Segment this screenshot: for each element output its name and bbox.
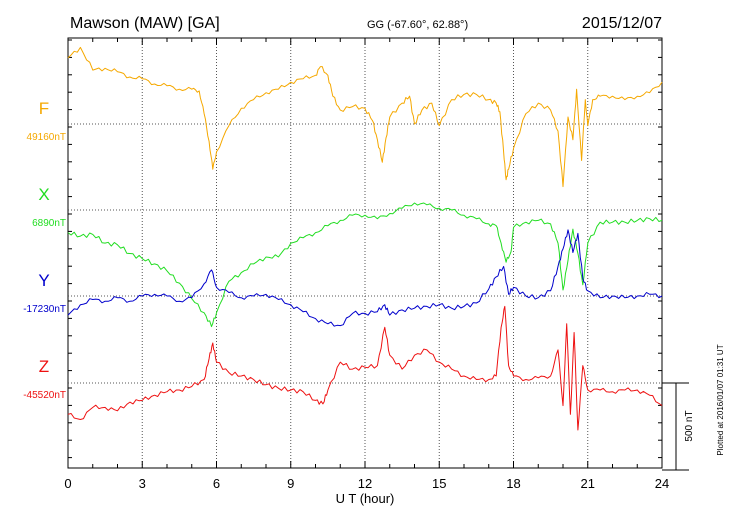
x-tick-label: 21 (581, 476, 595, 491)
series-line-y (67, 229, 663, 327)
series-name-x: X (38, 185, 49, 204)
chart-date: 2015/12/07 (582, 15, 662, 32)
series-baseline-y: -17230nT (23, 304, 66, 315)
x-axis-label: U T (hour) (336, 491, 395, 506)
series-group (67, 46, 663, 431)
x-tick-label: 15 (432, 476, 446, 491)
x-axis-ticks: 0 3 6 9 12 15 18 21 24 (64, 38, 669, 491)
series-baseline-f: 49160nT (27, 132, 66, 143)
x-tick-label: 0 (64, 476, 71, 491)
series-baseline-z: -45520nT (23, 390, 66, 401)
series-line-z (67, 305, 663, 431)
station-coordinates: GG (-67.60°, 62.88°) (367, 19, 468, 31)
scale-bar: 500 nT (662, 382, 695, 471)
series-name-y: Y (38, 271, 49, 290)
station-title: Mawson (MAW) [GA] (70, 15, 220, 32)
x-tick-label: 3 (139, 476, 146, 491)
series-baseline-x: 6890nT (32, 218, 66, 229)
plotted-at-note: Plotted at 2016/01/07 01:31 UT (716, 344, 725, 455)
x-tick-label: 18 (506, 476, 520, 491)
series-line-x (67, 202, 663, 328)
x-tick-label: 6 (213, 476, 220, 491)
series-line-f (67, 46, 663, 188)
scale-bar-label: 500 nT (684, 410, 695, 441)
series-labels: F 49160nT X 6890nT Y -17230nT Z -45520nT (23, 99, 66, 401)
x-tick-label: 12 (358, 476, 372, 491)
series-name-f: F (39, 99, 49, 118)
series-name-z: Z (39, 357, 49, 376)
x-tick-label: 24 (655, 476, 669, 491)
x-tick-label: 9 (287, 476, 294, 491)
